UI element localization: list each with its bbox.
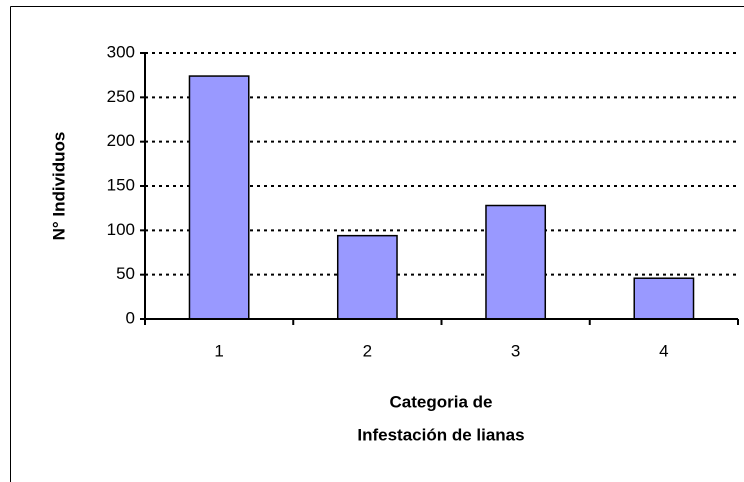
y-tick-label: 300 <box>107 42 135 61</box>
x-tick-label: 3 <box>511 341 520 360</box>
y-tick-label: 0 <box>126 308 135 327</box>
bar <box>633 277 695 320</box>
y-tick-label: 150 <box>107 175 135 194</box>
y-tick-label: 50 <box>116 264 135 283</box>
bar <box>485 204 547 320</box>
x-tick-label: 2 <box>363 341 372 360</box>
x-tick-label: 1 <box>214 341 223 360</box>
y-tick-label: 200 <box>107 131 135 150</box>
x-axis-title: Categoria de <box>390 392 493 411</box>
x-axis-title: Infestación de lianas <box>357 425 524 444</box>
y-tick-label: 100 <box>107 220 135 239</box>
bar <box>188 75 250 320</box>
y-tick-label: 250 <box>107 87 135 106</box>
bar <box>336 234 398 320</box>
y-axis-title: N° Individuos <box>49 132 68 241</box>
x-tick-label: 4 <box>659 341 668 360</box>
